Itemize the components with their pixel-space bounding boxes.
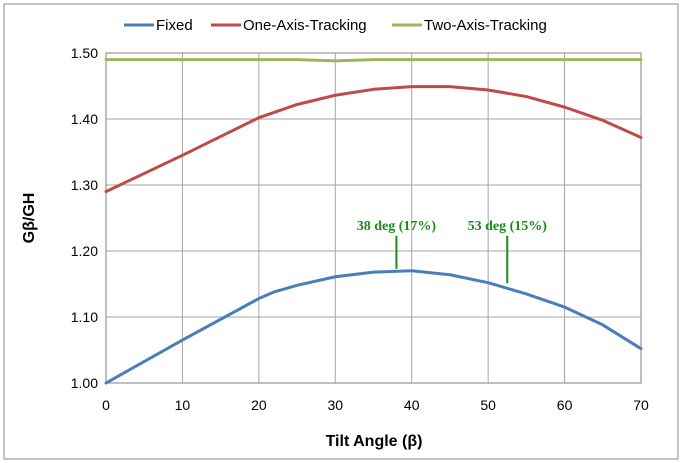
x-axis-title: Tilt Angle (β): [326, 433, 423, 450]
chart-frame: [3, 3, 679, 460]
x-tick-label-2: 20: [251, 397, 267, 413]
x-tick-labels: 0 10 20 30 40 50 60 70: [102, 397, 649, 413]
legend-label-0: Fixed: [156, 17, 193, 34]
annotation-label-0: 38 deg (17%): [357, 219, 437, 234]
legend: Fixed One-Axis-Tracking Two-Axis-Tracking: [124, 17, 547, 34]
x-tick-label-5: 50: [480, 397, 496, 413]
legend-label-1: One-Axis-Tracking: [243, 17, 367, 34]
y-tick-label-2: 1.20: [71, 243, 98, 259]
x-tick-label-4: 40: [404, 397, 420, 413]
x-tick-label-0: 0: [102, 397, 110, 413]
x-tick-label-1: 10: [175, 397, 191, 413]
y-tick-labels: 1.00 1.10 1.20 1.30 1.40 1.50: [71, 45, 98, 391]
legend-label-2: Two-Axis-Tracking: [424, 17, 547, 34]
annotation-label-1: 53 deg (15%): [468, 219, 548, 234]
y-tick-label-4: 1.40: [71, 111, 98, 127]
x-tick-label-6: 60: [557, 397, 573, 413]
y-tick-label-3: 1.30: [71, 177, 98, 193]
annotations: 38 deg (17%) 53 deg (15%): [357, 219, 547, 284]
plot-area-border: [105, 52, 642, 384]
x-tick-label-3: 30: [327, 397, 343, 413]
plot-border: [105, 52, 642, 384]
series-line-1: [104, 85, 643, 194]
y-tick-label-1: 1.10: [71, 309, 98, 325]
series-line-2: [104, 58, 643, 63]
x-tick-label-7: 70: [633, 397, 649, 413]
series-line-0: [104, 269, 643, 385]
y-tick-label-5: 1.50: [71, 45, 98, 61]
y-tick-label-0: 1.00: [71, 375, 98, 391]
series-group: [104, 58, 643, 385]
y-axis-title: Gβ/GH: [21, 193, 38, 244]
